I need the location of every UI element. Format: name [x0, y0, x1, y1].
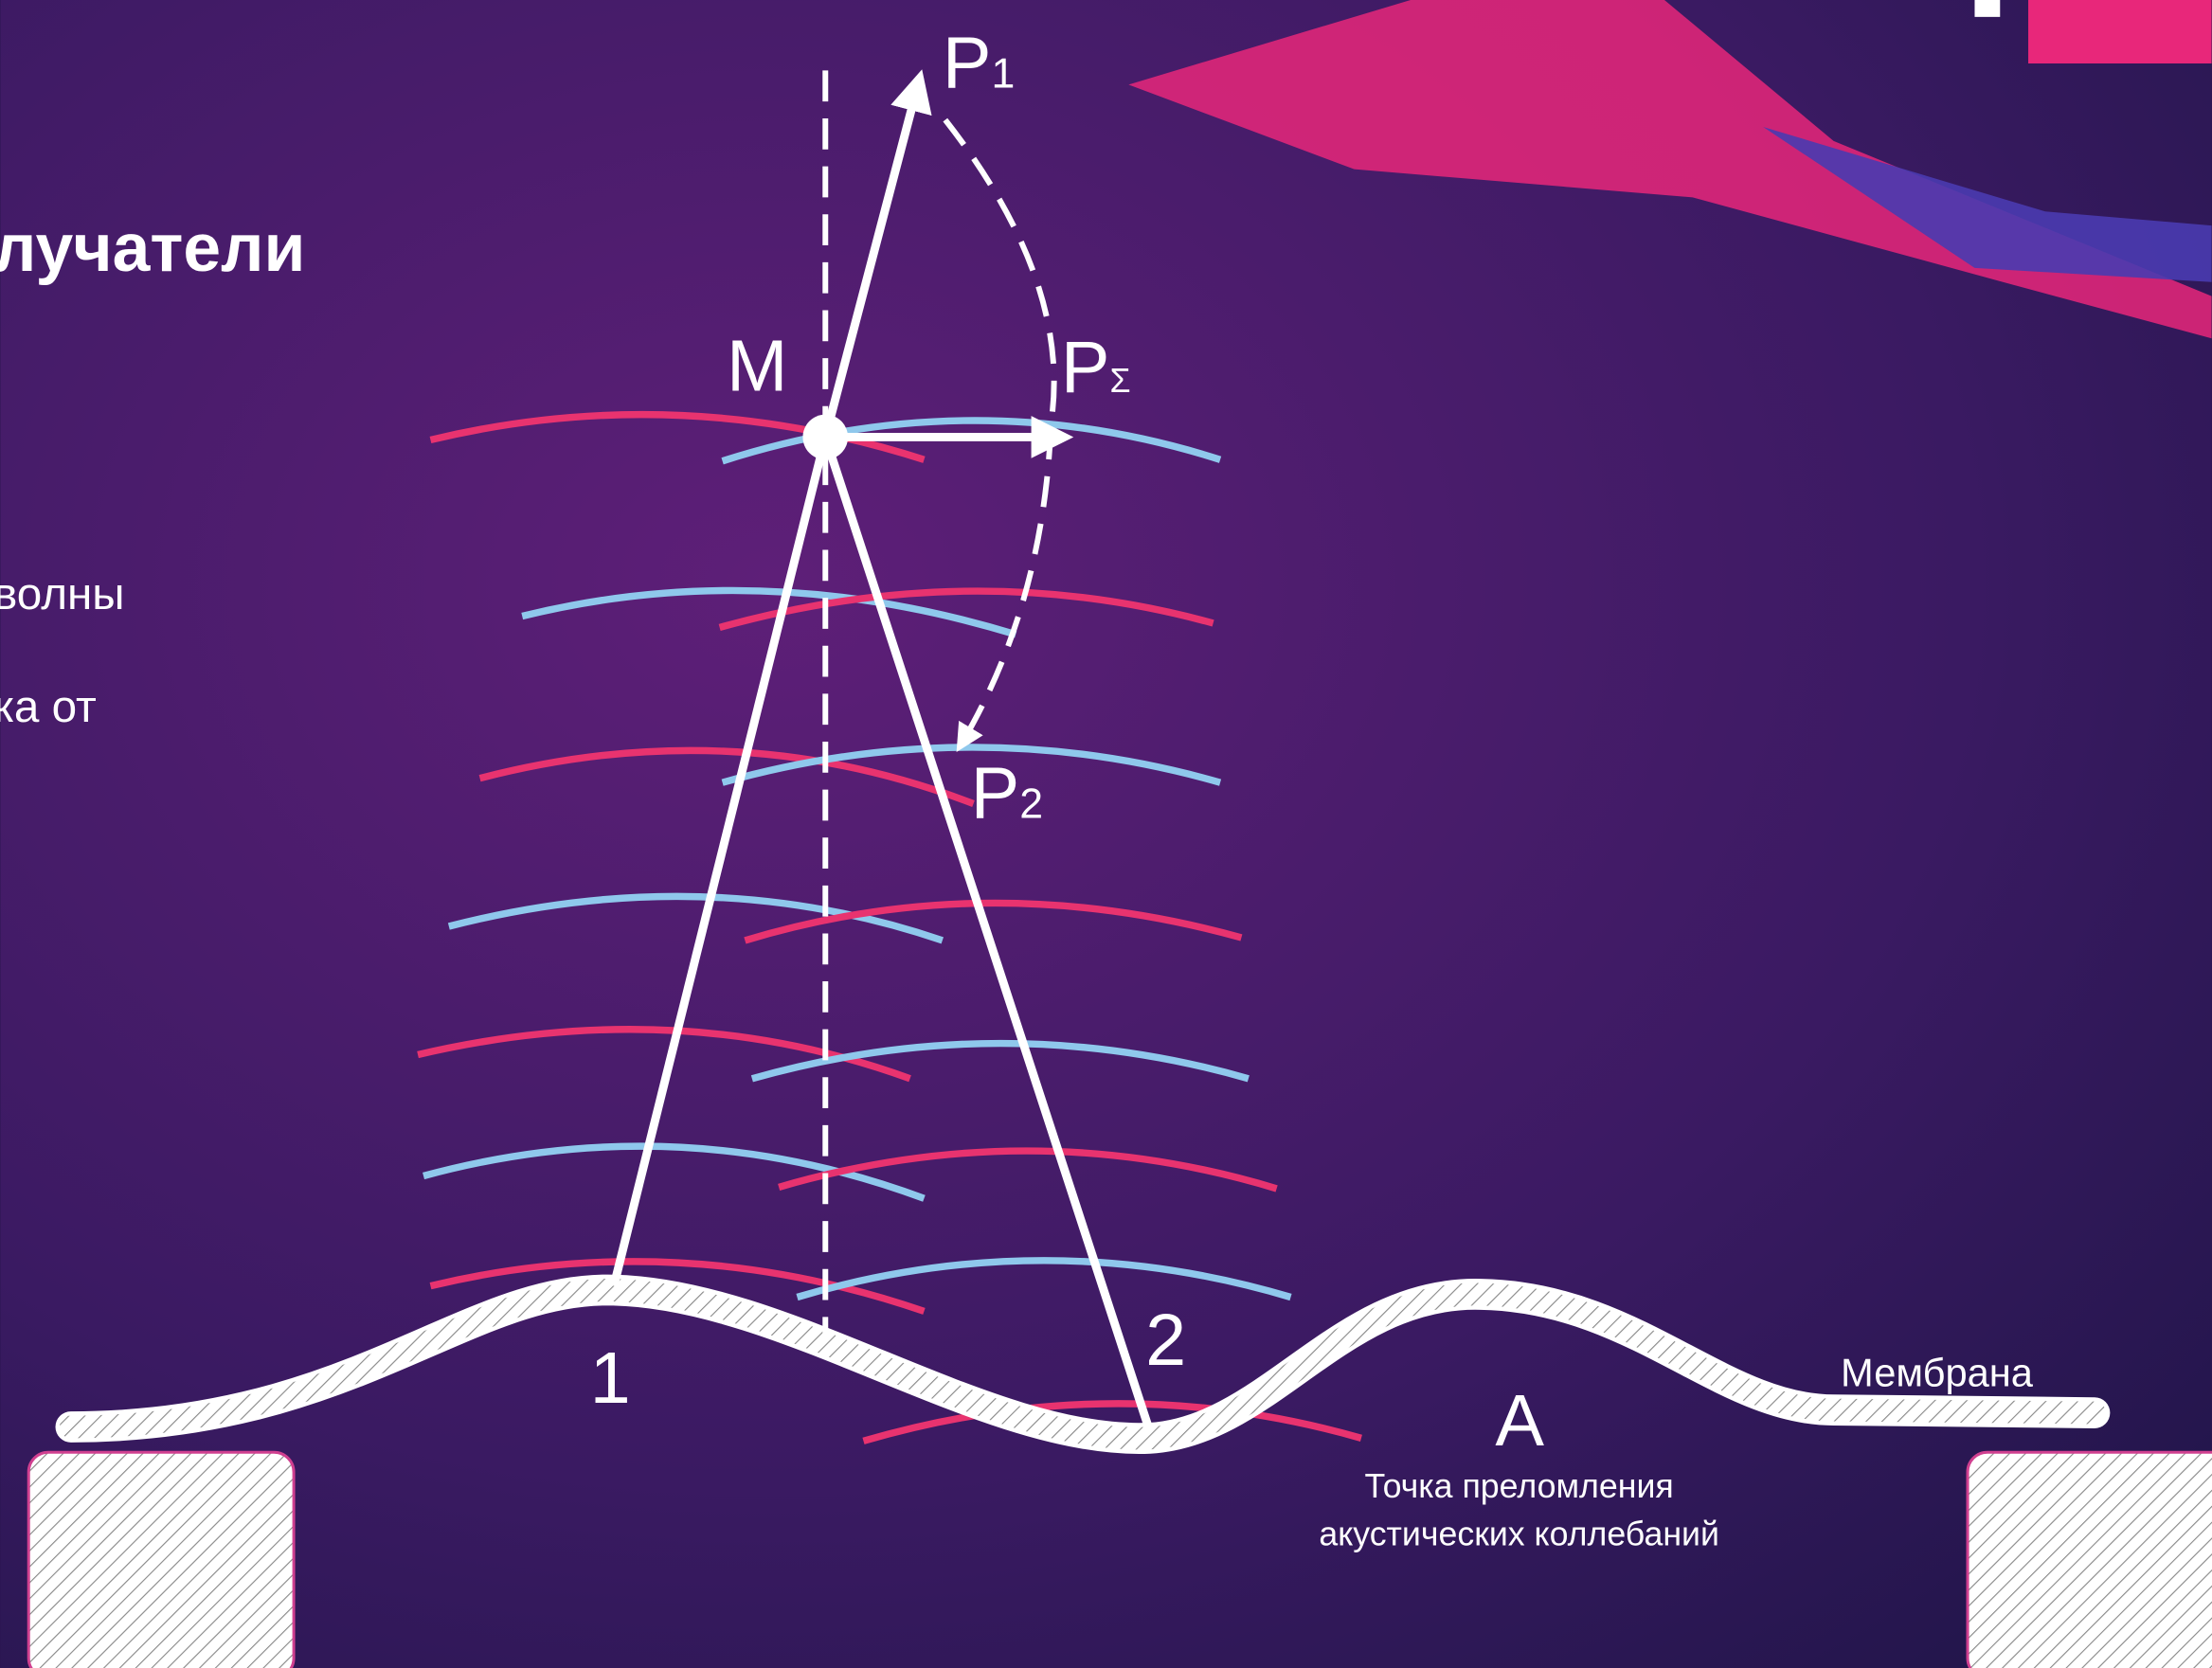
label-point1: 1 — [590, 1337, 631, 1419]
vectors — [609, 69, 1154, 1433]
label-p1: P1 — [943, 22, 1015, 103]
waves — [417, 410, 1362, 1444]
boxes — [27, 1450, 2212, 1668]
body-line: ка от — [0, 682, 97, 732]
label-membrane: Мембрана — [1841, 1350, 2034, 1394]
label-psum: PΣ — [1061, 327, 1131, 408]
caption: акустических коллебаний — [1319, 1515, 1719, 1552]
label-point2: 2 — [1145, 1300, 1186, 1381]
body-line: волны — [0, 569, 125, 619]
decor-burst — [1128, 0, 2212, 339]
label-a: A — [1495, 1380, 1544, 1462]
membrane — [59, 1279, 2106, 1450]
caption: Точка преломления — [1365, 1467, 1674, 1505]
label-p2: P2 — [971, 752, 1043, 834]
label-m: M — [727, 325, 787, 406]
heading: лучатели — [0, 210, 305, 286]
